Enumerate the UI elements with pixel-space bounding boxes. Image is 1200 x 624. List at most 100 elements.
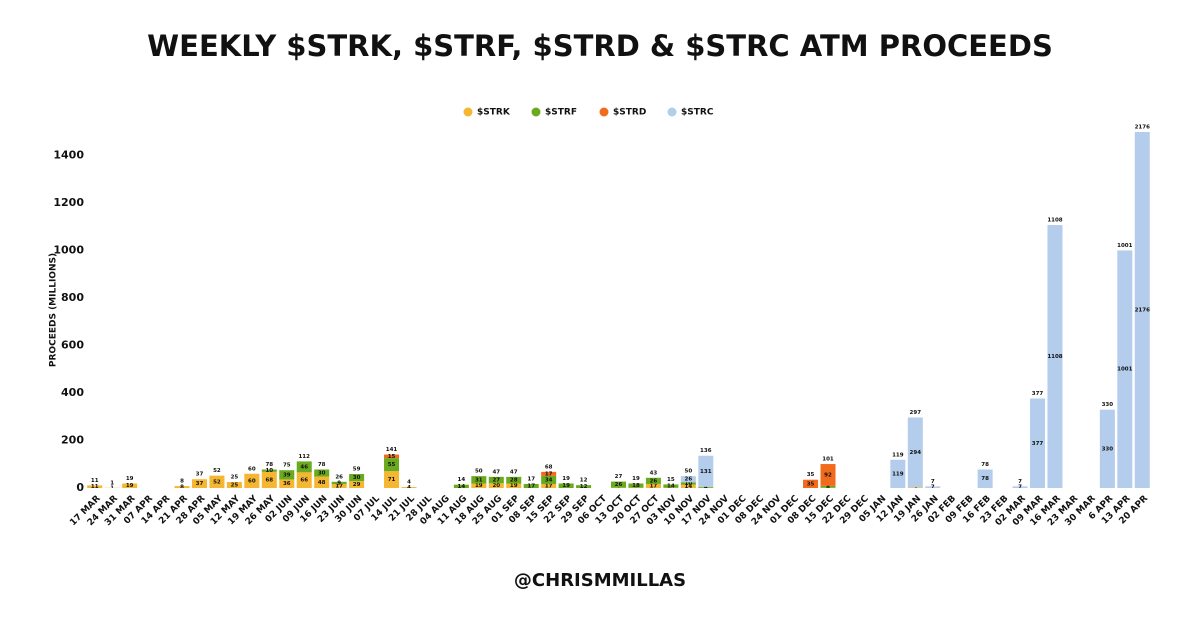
bar-segment (279, 479, 295, 488)
bar-segment (331, 483, 347, 488)
legend-swatch (463, 107, 473, 117)
segment-label: 131 (700, 469, 712, 475)
total-label: 78 (981, 462, 989, 468)
total-label: 1001 (1117, 243, 1132, 249)
legend-swatch (667, 107, 677, 117)
segment-label: 26 (685, 477, 693, 483)
segment-label: 78 (981, 476, 989, 482)
bar-segment (314, 476, 330, 488)
legend-swatch (599, 107, 609, 117)
segment-label: 12 (580, 484, 588, 490)
total-label: 12 (580, 478, 588, 484)
total-label: 43 (650, 470, 658, 476)
bar-segment (261, 471, 277, 488)
bar-segment (488, 483, 504, 488)
total-label: 26 (335, 474, 343, 480)
bar-segment (226, 482, 242, 488)
segment-label: 14 (458, 484, 466, 490)
bar-segment (122, 483, 138, 488)
segment-label: 60 (248, 478, 256, 484)
segment-label: 92 (824, 472, 832, 478)
bar-segment (663, 484, 679, 488)
bar-segment (680, 484, 696, 488)
segment-label: 11 (91, 484, 99, 490)
y-tick-label: 600 (61, 339, 84, 352)
segment-label: 14 (685, 484, 693, 490)
total-label: 50 (475, 469, 483, 475)
y-tick-label: 1000 (53, 244, 84, 257)
bar-segment (698, 455, 714, 487)
segment-label: 7 (931, 485, 935, 491)
total-label: 35 (807, 472, 815, 478)
bar-segment (541, 483, 557, 488)
segment-label: 66 (300, 478, 308, 484)
segment-label: 27 (492, 478, 500, 484)
segment-label: 26 (650, 478, 658, 484)
y-axis-title: PROCEEDS (MILLIONS) (49, 253, 59, 367)
segment-label: 19 (510, 483, 518, 489)
y-tick-label: 200 (61, 434, 84, 447)
segment-label: 18 (632, 483, 640, 489)
total-label: 68 (545, 464, 553, 470)
segment-label: 17 (335, 483, 343, 489)
segment-label: 19 (475, 483, 483, 489)
bar-segment (628, 483, 644, 488)
segment-label: 34 (545, 477, 553, 483)
segment-label: 8 (826, 484, 830, 490)
total-label: 14 (458, 477, 466, 483)
bar-segment (174, 486, 190, 488)
bar-segment (384, 454, 400, 459)
y-tick-label: 800 (61, 291, 84, 304)
bar-segment (331, 481, 347, 484)
y-tick-label: 1200 (53, 196, 84, 209)
total-label: 7 (931, 479, 935, 485)
bar-segment (1134, 132, 1150, 488)
legend-label: $STRC (681, 108, 714, 118)
total-label: 330 (1102, 402, 1114, 408)
total-label: 19 (126, 476, 134, 482)
bar-segment (645, 477, 661, 484)
total-label: 52 (213, 468, 221, 474)
segment-label: 30 (353, 475, 361, 481)
segment-label: 52 (213, 479, 221, 485)
segment-label: 17 (545, 483, 553, 489)
total-label: 141 (386, 447, 398, 453)
segment-label: 68 (265, 477, 273, 483)
chart-title: WEEKLY $STRK, $STRF, $STRD & $STRC ATM P… (147, 29, 1053, 63)
total-label: 2176 (1135, 125, 1150, 131)
bar-segment (296, 461, 312, 473)
bar-segment (506, 476, 522, 484)
segment-label: 36 (283, 481, 291, 487)
segment-label: 37 (196, 481, 204, 487)
legend-swatch (531, 107, 541, 117)
segment-label: 1108 (1047, 354, 1062, 360)
bar-segment (907, 417, 923, 488)
bar-segment (296, 472, 312, 488)
segment-label: 17 (650, 483, 658, 489)
bar-segment (558, 483, 574, 488)
legend-label: $STRF (545, 108, 577, 118)
total-label: 37 (196, 472, 204, 478)
segment-label: 17 (527, 483, 535, 489)
total-label: 19 (632, 476, 640, 482)
segment-label: 48 (318, 480, 326, 486)
bar-segment (1012, 486, 1028, 488)
bar-segment (261, 469, 277, 472)
bar-segment (907, 487, 923, 488)
segment-label: 25 (231, 483, 239, 489)
segment-label: 55 (388, 462, 396, 468)
bar-segment (576, 485, 592, 488)
segment-label: 377 (1032, 441, 1044, 447)
bar-segment (488, 476, 504, 484)
total-label: 11 (91, 478, 99, 484)
total-label: 8 (180, 479, 184, 485)
bar-segment (541, 471, 557, 476)
bar-segment (820, 464, 836, 486)
segment-label: 14 (667, 484, 675, 490)
total-label: 78 (318, 462, 326, 468)
segment-label: 35 (807, 481, 815, 487)
bar-segment (925, 486, 941, 488)
y-tick-label: 0 (76, 481, 84, 494)
